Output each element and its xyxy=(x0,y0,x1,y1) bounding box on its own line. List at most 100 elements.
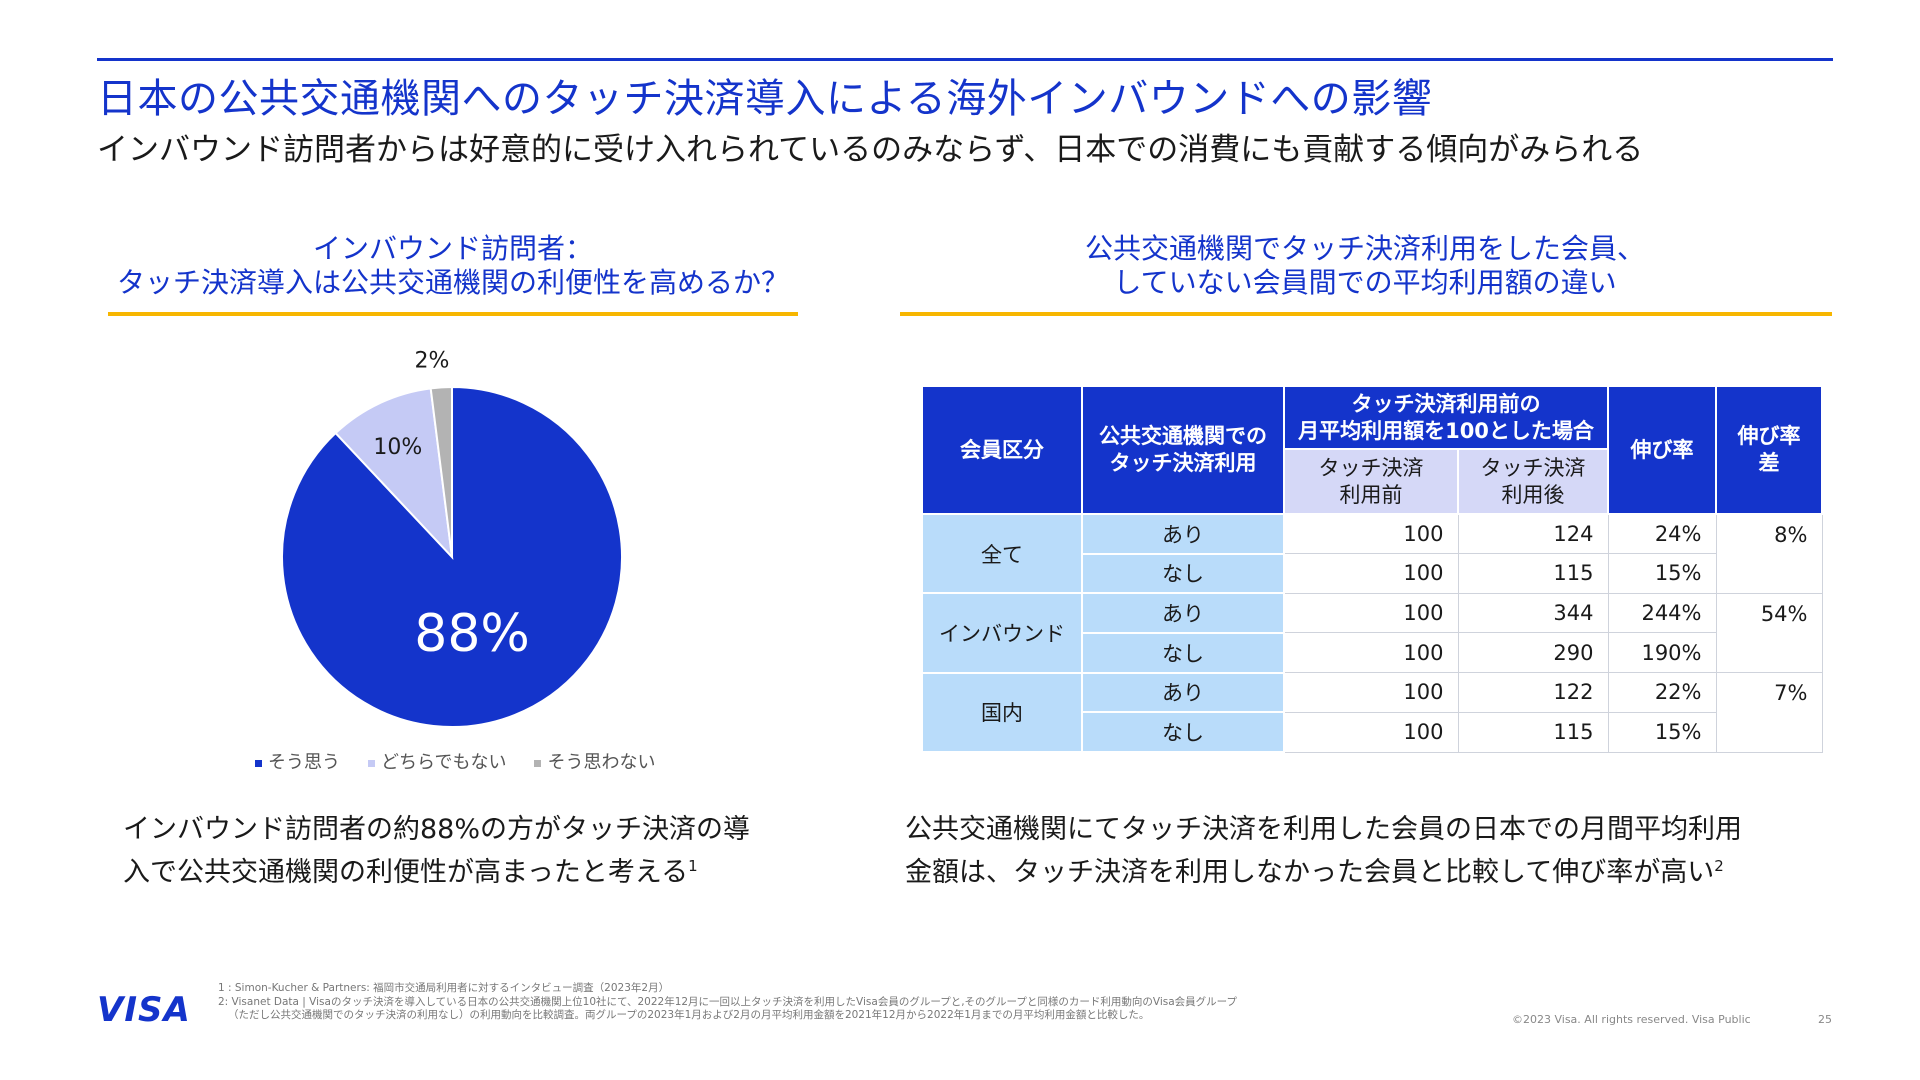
after-cell: 115 xyxy=(1457,711,1609,753)
header-growth-diff: 伸び率差 xyxy=(1715,385,1823,515)
left-caption: インバウンド訪問者の約88%の方がタッチ決済の導 入で公共交通機関の利便性が高ま… xyxy=(123,812,803,891)
growth-cell: 22% xyxy=(1607,672,1717,713)
header-usage: 公共交通機関での タッチ決済利用 xyxy=(1081,385,1285,515)
growth-cell: 15% xyxy=(1607,711,1717,753)
legend-item-disagree: そう思わない xyxy=(534,748,655,774)
footnotes: 1 : Simon-Kucher & Partners: 福岡市交通局利用者に対… xyxy=(218,982,1237,1023)
left-caption-note: 1 xyxy=(688,857,698,875)
right-caption-line1: 公共交通機関にてタッチ決済を利用した会員の日本での月間平均利用 xyxy=(905,814,1742,845)
table-row: 国内 あり 100 122 22% 7% xyxy=(921,671,1823,754)
pie-legend: そう思う どちらでもない そう思わない xyxy=(255,748,655,774)
usage-cell: なし xyxy=(1081,631,1285,674)
pie-slice-disagree xyxy=(429,385,453,558)
usage-cell: なし xyxy=(1081,711,1285,753)
header-usage-line1: 公共交通機関での xyxy=(1099,424,1267,448)
pie-chart: 88% 10% 2% xyxy=(281,348,623,728)
after-cell: 115 xyxy=(1457,553,1609,594)
group-label: インバウンド xyxy=(921,592,1083,674)
left-caption-line1: インバウンド訪問者の約88%の方がタッチ決済の導 xyxy=(123,814,751,845)
left-caption-line2-wrap: 入で公共交通機関の利便性が高まったと考える1 xyxy=(123,848,803,891)
usage-cell: あり xyxy=(1081,671,1285,714)
header-before-line2: 利用前 xyxy=(1339,482,1403,507)
header-base: タッチ決済利用前の 月平均利用額を100とした場合 xyxy=(1283,385,1609,450)
right-caption-line2-wrap: 金額は、タッチ決済を利用しなかった会員と比較して伸び率が高い2 xyxy=(905,848,1835,891)
top-rule xyxy=(97,58,1833,61)
table-row: なし 100 290 190% xyxy=(922,631,1822,674)
footnote-2: 2: Visanet Data | Visaのタッチ決済を導入している日本の公共… xyxy=(218,995,1238,1008)
header-after-line1: タッチ決済 xyxy=(1480,455,1586,480)
group-label: 国内 xyxy=(921,671,1083,754)
left-heading-line2: タッチ決済導入は公共交通機関の利便性を高めるか？ xyxy=(116,266,789,299)
header-base-line1: タッチ決済利用前の xyxy=(1351,391,1541,416)
legend-item-neutral: どちらでもない xyxy=(368,748,506,774)
usage-cell: なし xyxy=(1081,552,1285,595)
spending-comparison-table: 会員区分 公共交通機関での タッチ決済利用 タッチ決済利用前の 月平均利用額を100… xyxy=(921,385,1823,754)
right-heading-line1: 公共交通機関でタッチ決済利用をした会員、 xyxy=(1084,232,1645,265)
header-base-line2: 月平均利用額を100とした場合 xyxy=(1298,418,1594,443)
header-growth-diff-line1: 伸び率 xyxy=(1737,424,1801,448)
after-cell: 122 xyxy=(1457,672,1609,713)
table-header-row-1: 会員区分 公共交通機関での タッチ決済利用 タッチ決済利用前の 月平均利用額を100… xyxy=(921,385,1823,515)
pie-label-agree: 88% xyxy=(414,604,530,664)
visa-logo: VISA xyxy=(97,990,191,1030)
legend-swatch-agree xyxy=(255,759,262,767)
right-heading-rule xyxy=(900,312,1832,316)
left-section-heading: インバウンド訪問者： タッチ決済導入は公共交通機関の利便性を高めるか？ xyxy=(108,232,798,300)
header-after: タッチ決済 利用後 xyxy=(1457,448,1609,515)
footnote-3: （ただし公共交通機関でのタッチ決済の利用なし）の利用動向を比較調査。両グループの… xyxy=(228,1009,1150,1021)
group-label: 全て xyxy=(921,512,1083,595)
growth-cell: 190% xyxy=(1607,632,1717,674)
growth-diff-cell: 8% xyxy=(1715,513,1823,594)
legend-label-agree: そう思う xyxy=(268,752,340,773)
right-heading-line2: していない会員間での平均利用額の違い xyxy=(1113,266,1617,299)
table-row: インバウンド あり 100 344 244% 54% xyxy=(921,592,1823,674)
header-member: 会員区分 xyxy=(921,385,1083,515)
header-before-line1: タッチ決済 xyxy=(1318,455,1424,480)
legend-swatch-disagree xyxy=(534,759,542,767)
table-row: 全て あり 100 124 24% 8% xyxy=(921,512,1823,595)
header-growth-diff-line2: 差 xyxy=(1758,451,1780,475)
header-usage-line2: タッチ決済利用 xyxy=(1109,451,1257,475)
before-cell: 100 xyxy=(1283,711,1459,753)
pie-slice-agree xyxy=(281,385,623,728)
right-caption-note: 2 xyxy=(1714,857,1724,875)
legend-item-agree: そう思う xyxy=(255,748,340,774)
footnote-1: 1 : Simon-Kucher & Partners: 福岡市交通局利用者に対… xyxy=(218,982,670,994)
pie-slice-neutral xyxy=(334,387,454,560)
growth-diff-cell: 54% xyxy=(1715,592,1823,674)
right-section-heading: 公共交通機関でタッチ決済利用をした会員、 していない会員間での平均利用額の違い xyxy=(900,232,1830,300)
before-cell: 100 xyxy=(1283,632,1459,674)
before-cell: 100 xyxy=(1283,553,1459,594)
legend-label-neutral: どちらでもない xyxy=(381,752,507,773)
right-caption: 公共交通機関にてタッチ決済を利用した会員の日本での月間平均利用 金額は、タッチ決… xyxy=(905,812,1835,891)
before-cell: 100 xyxy=(1283,592,1459,634)
header-after-line2: 利用後 xyxy=(1501,482,1565,507)
before-cell: 100 xyxy=(1283,513,1459,555)
legend-swatch-neutral xyxy=(368,759,375,767)
growth-diff-cell: 7% xyxy=(1715,672,1823,753)
page-number: 25 xyxy=(1818,1013,1832,1026)
header-before: タッチ決済 利用前 xyxy=(1283,448,1459,515)
copyright: ©2023 Visa. All rights reserved. Visa Pu… xyxy=(1512,1013,1751,1026)
pie-label-neutral: 10% xyxy=(373,435,422,460)
header-growth: 伸び率 xyxy=(1607,385,1717,515)
usage-cell: あり xyxy=(1081,513,1285,555)
table-row: なし 100 115 15% xyxy=(922,552,1822,595)
left-heading-line1: インバウンド訪問者： xyxy=(312,232,593,265)
page-title: 日本の公共交通機関へのタッチ決済導入による海外インバウンドへの影響 xyxy=(97,76,1433,122)
after-cell: 344 xyxy=(1457,592,1609,634)
page-subtitle: インバウンド訪問者からは好意的に受け入れられているのみならず、日本での消費にも貢… xyxy=(97,132,1644,168)
left-caption-line2: 入で公共交通機関の利便性が高まったと考える xyxy=(123,857,689,888)
left-heading-rule xyxy=(108,312,798,316)
right-caption-line2: 金額は、タッチ決済を利用しなかった会員と比較して伸び率が高い xyxy=(905,857,1715,888)
pie-label-disagree: 2% xyxy=(414,348,449,373)
legend-label-disagree: そう思わない xyxy=(547,752,656,773)
table-row: なし 100 115 15% xyxy=(922,711,1822,753)
after-cell: 124 xyxy=(1457,513,1609,555)
growth-cell: 15% xyxy=(1607,553,1717,594)
growth-cell: 24% xyxy=(1607,513,1717,555)
growth-cell: 244% xyxy=(1607,592,1717,634)
before-cell: 100 xyxy=(1283,672,1459,713)
after-cell: 290 xyxy=(1457,632,1609,674)
usage-cell: あり xyxy=(1081,592,1285,634)
